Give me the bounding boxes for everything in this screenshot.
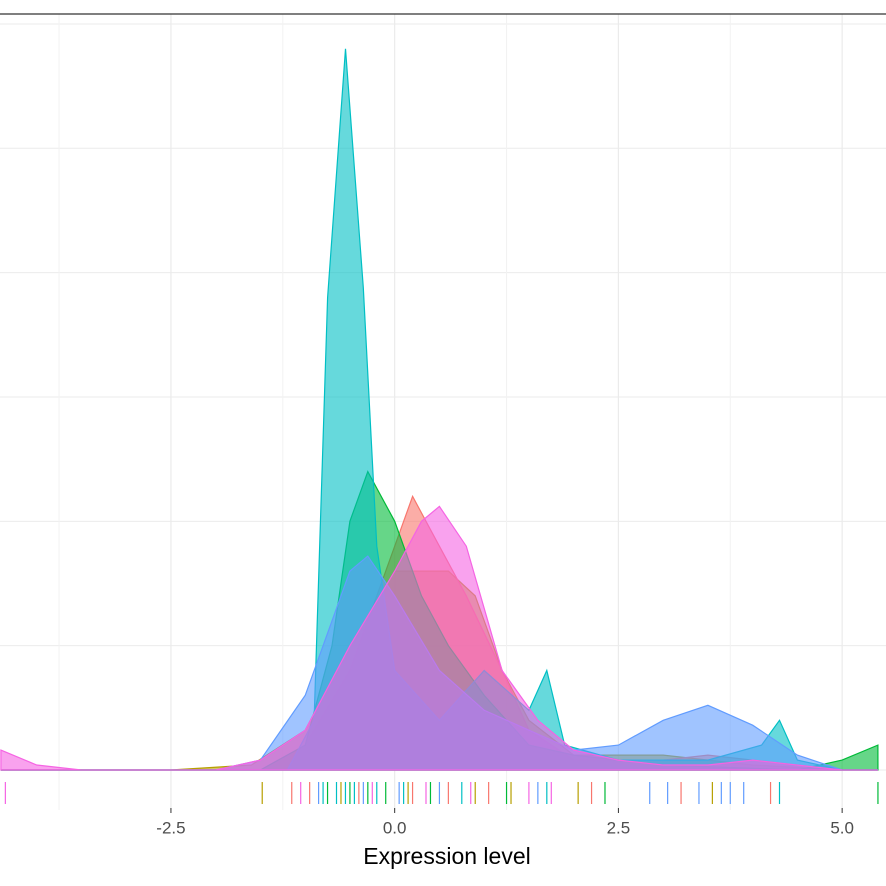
x-axis: -2.5 0.0 2.5 5.0: [156, 808, 854, 837]
x-tick-label: 0.0: [383, 818, 407, 837]
x-tick-label: 2.5: [607, 818, 631, 837]
x-tick-label: 5.0: [830, 818, 854, 837]
rug: [4, 782, 879, 804]
densities: [0, 48, 879, 771]
density-area: [0, 505, 878, 771]
x-tick-label: -2.5: [156, 818, 185, 837]
x-axis-title: Expression level: [363, 843, 530, 869]
